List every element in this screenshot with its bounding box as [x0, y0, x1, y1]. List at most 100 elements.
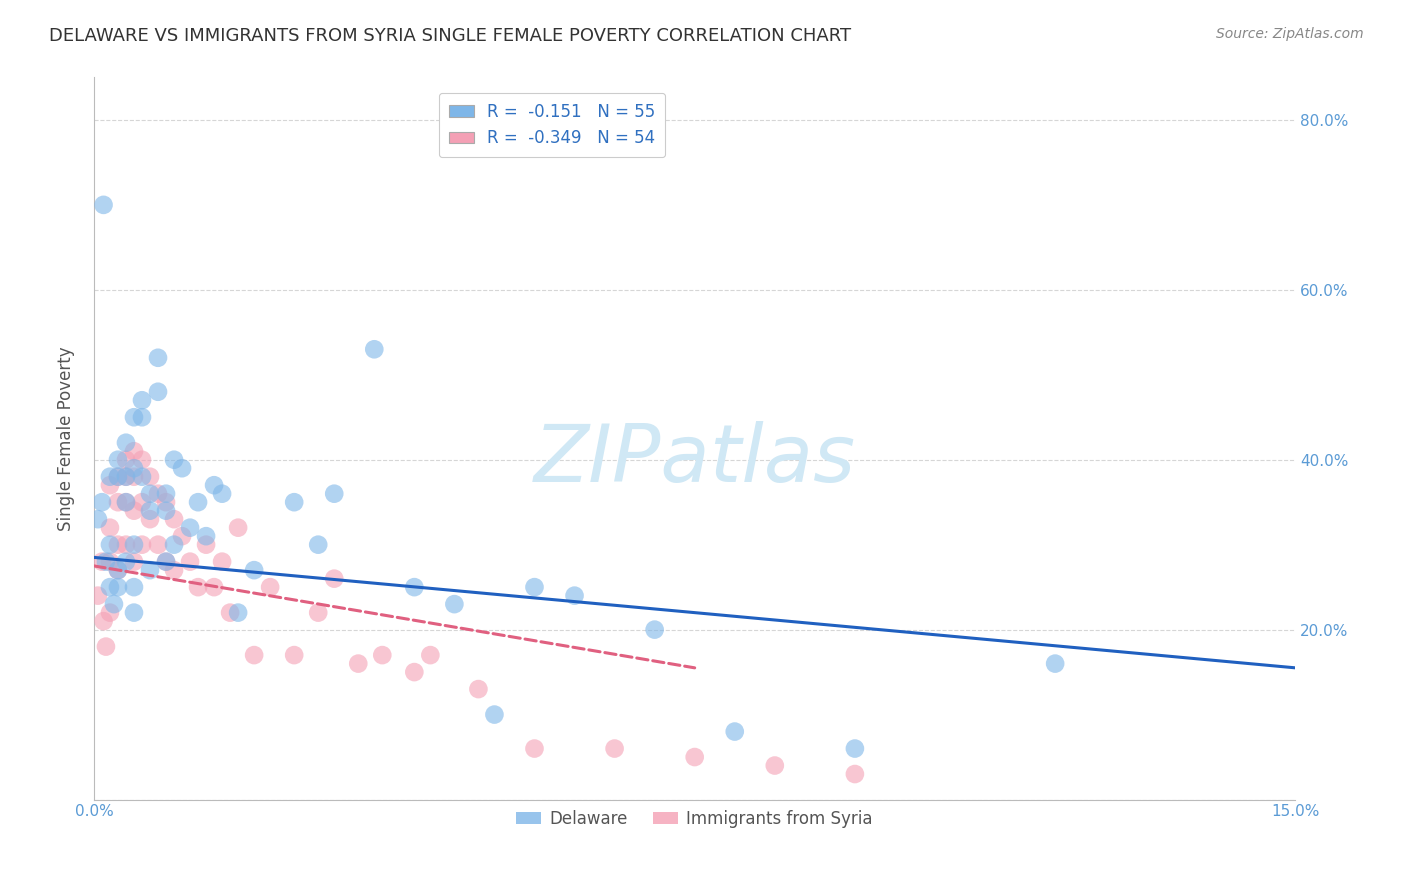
Point — [93, 198, 115, 212]
Point — [211, 486, 233, 500]
Point — [404, 580, 426, 594]
Point — [139, 469, 162, 483]
Point — [122, 504, 145, 518]
Point — [107, 495, 129, 509]
Point — [115, 469, 138, 483]
Point — [283, 648, 305, 662]
Point — [115, 495, 138, 509]
Point — [115, 555, 138, 569]
Point — [122, 538, 145, 552]
Point — [195, 538, 218, 552]
Point — [283, 495, 305, 509]
Point — [139, 486, 162, 500]
Point — [259, 580, 281, 594]
Point — [94, 640, 117, 654]
Point — [163, 538, 186, 552]
Point — [211, 555, 233, 569]
Point — [107, 469, 129, 483]
Point — [307, 538, 329, 552]
Point — [87, 512, 110, 526]
Point — [419, 648, 441, 662]
Point — [202, 580, 225, 594]
Point — [163, 452, 186, 467]
Point — [195, 529, 218, 543]
Point — [844, 741, 866, 756]
Point — [226, 606, 249, 620]
Point — [155, 504, 177, 518]
Point — [98, 469, 121, 483]
Point — [98, 555, 121, 569]
Point — [467, 682, 489, 697]
Point — [371, 648, 394, 662]
Point — [107, 563, 129, 577]
Point — [155, 555, 177, 569]
Point — [323, 486, 346, 500]
Point — [219, 606, 242, 620]
Point — [131, 452, 153, 467]
Point — [146, 486, 169, 500]
Point — [644, 623, 666, 637]
Point — [115, 538, 138, 552]
Point — [122, 461, 145, 475]
Point — [98, 521, 121, 535]
Point — [131, 410, 153, 425]
Point — [107, 538, 129, 552]
Point — [103, 597, 125, 611]
Point — [243, 648, 266, 662]
Point — [91, 495, 114, 509]
Point — [98, 606, 121, 620]
Point — [307, 606, 329, 620]
Point — [844, 767, 866, 781]
Point — [107, 452, 129, 467]
Point — [347, 657, 370, 671]
Point — [131, 393, 153, 408]
Point — [443, 597, 465, 611]
Point — [146, 384, 169, 399]
Point — [139, 512, 162, 526]
Point — [122, 580, 145, 594]
Point — [603, 741, 626, 756]
Point — [139, 504, 162, 518]
Legend: Delaware, Immigrants from Syria: Delaware, Immigrants from Syria — [510, 803, 880, 835]
Point — [226, 521, 249, 535]
Point — [115, 469, 138, 483]
Point — [363, 343, 385, 357]
Point — [91, 555, 114, 569]
Point — [243, 563, 266, 577]
Point — [87, 589, 110, 603]
Point — [724, 724, 747, 739]
Point — [187, 580, 209, 594]
Point — [139, 563, 162, 577]
Point — [93, 614, 115, 628]
Point — [155, 555, 177, 569]
Point — [1043, 657, 1066, 671]
Point — [107, 580, 129, 594]
Point — [122, 410, 145, 425]
Point — [98, 478, 121, 492]
Point — [523, 741, 546, 756]
Point — [146, 538, 169, 552]
Point — [404, 665, 426, 679]
Point — [155, 495, 177, 509]
Point — [179, 521, 201, 535]
Point — [155, 486, 177, 500]
Text: ZIPatlas: ZIPatlas — [534, 421, 856, 500]
Point — [323, 572, 346, 586]
Point — [163, 512, 186, 526]
Point — [131, 469, 153, 483]
Y-axis label: Single Female Poverty: Single Female Poverty — [58, 346, 75, 531]
Point — [170, 461, 193, 475]
Point — [122, 606, 145, 620]
Point — [115, 495, 138, 509]
Point — [202, 478, 225, 492]
Point — [484, 707, 506, 722]
Point — [170, 529, 193, 543]
Point — [98, 580, 121, 594]
Point — [683, 750, 706, 764]
Point — [187, 495, 209, 509]
Point — [107, 469, 129, 483]
Point — [131, 538, 153, 552]
Point — [146, 351, 169, 365]
Point — [94, 555, 117, 569]
Point — [107, 563, 129, 577]
